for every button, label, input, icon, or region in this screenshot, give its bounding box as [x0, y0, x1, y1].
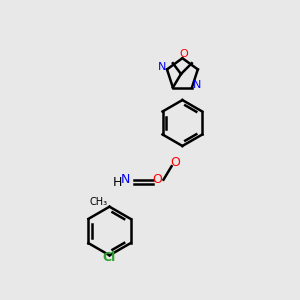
Text: O: O [179, 49, 188, 59]
Text: N: N [158, 62, 166, 72]
Text: O: O [152, 173, 162, 186]
Text: Cl: Cl [103, 251, 116, 264]
Text: H: H [113, 176, 122, 189]
Text: N: N [193, 80, 202, 90]
Text: CH₃: CH₃ [90, 197, 108, 207]
Text: O: O [171, 156, 181, 169]
Text: N: N [121, 173, 130, 186]
